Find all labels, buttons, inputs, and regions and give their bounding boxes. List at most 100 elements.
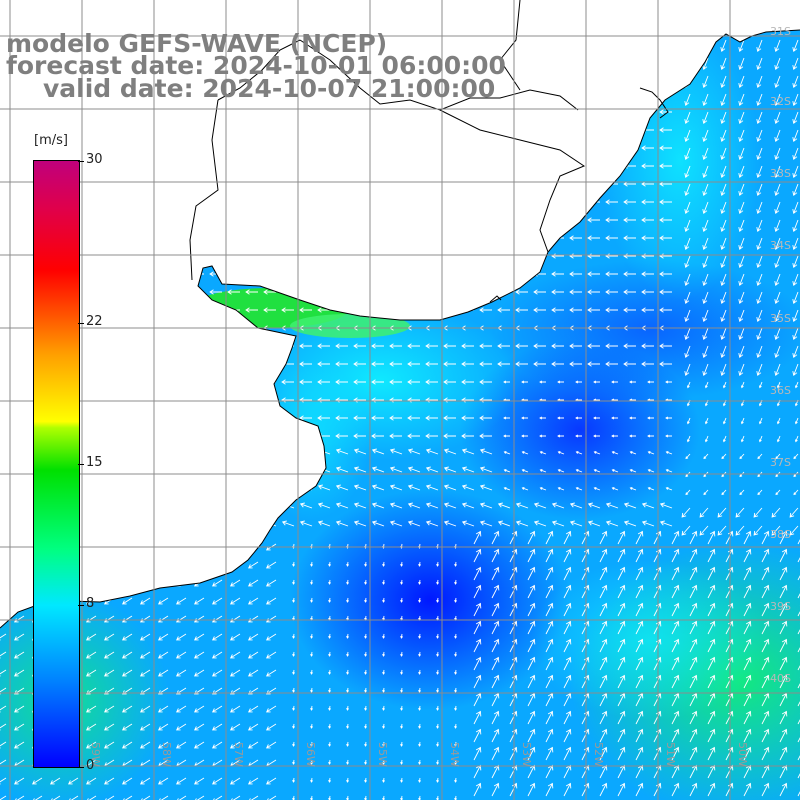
wind-arrow [623, 37, 636, 43]
wind-arrow [211, 597, 223, 605]
wind-arrow [686, 417, 691, 425]
wind-arrow [443, 289, 456, 295]
wind-arrow [292, 759, 296, 765]
wind-arrow [702, 309, 709, 322]
wind-arrow [436, 723, 440, 729]
wind-arrow [364, 633, 368, 639]
wind-arrow [173, 163, 186, 169]
wind-arrow [155, 127, 168, 133]
wind-arrow [364, 705, 368, 711]
wind-arrow [623, 127, 636, 133]
wind-arrow [101, 520, 115, 527]
wind-arrow [599, 620, 608, 635]
wind-arrow [521, 487, 529, 491]
wind-arrow [779, 710, 788, 725]
wind-arrow [479, 415, 492, 421]
wind-arrow [739, 453, 745, 460]
wind-arrow [479, 37, 492, 43]
wind-arrow [738, 345, 745, 358]
wind-arrow [756, 327, 763, 340]
wind-arrow [139, 723, 151, 731]
wind-arrow [776, 435, 781, 443]
wind-arrow [623, 343, 636, 349]
wind-arrow [738, 183, 745, 196]
wind-arrow [121, 651, 133, 659]
wind-arrow [743, 656, 752, 671]
wind-arrow [792, 93, 799, 106]
wind-arrow [83, 520, 97, 527]
wind-arrow [328, 777, 332, 783]
wind-arrow [317, 145, 330, 151]
wind-arrow [454, 741, 458, 747]
wind-arrow [191, 379, 204, 385]
wind-arrow [389, 217, 402, 223]
wind-arrow [756, 111, 763, 124]
wind-arrow [353, 379, 366, 385]
wind-arrow [83, 307, 96, 313]
wind-arrow [328, 561, 332, 567]
wind-arrow [533, 37, 546, 43]
wind-arrow [191, 253, 204, 259]
wind-arrow [684, 291, 691, 304]
wind-arrow [317, 217, 330, 223]
wind-arrow [533, 55, 546, 61]
wind-arrow [779, 656, 788, 671]
wind-arrow [443, 379, 456, 385]
wind-arrow [193, 741, 205, 749]
wind-arrow [11, 448, 25, 455]
wind-arrow [684, 147, 691, 160]
wind-arrow [545, 728, 554, 743]
wind-arrow [617, 602, 626, 617]
wind-arrow [551, 109, 564, 115]
wind-arrow [527, 548, 536, 563]
wind-arrow [281, 415, 294, 421]
wind-arrow [83, 127, 96, 133]
wind-arrow [641, 217, 654, 223]
wind-arrow [629, 434, 636, 438]
wind-arrow [689, 656, 698, 671]
wind-arrow [551, 73, 564, 79]
wind-arrow [792, 219, 799, 232]
wind-arrow [738, 39, 745, 52]
wind-arrow [623, 73, 636, 79]
wind-arrow [292, 651, 296, 657]
wind-arrow [292, 633, 296, 639]
wind-arrow [551, 37, 564, 43]
wind-arrow [0, 597, 7, 605]
wind-arrow [563, 530, 572, 545]
wind-arrow [689, 746, 698, 761]
wind-arrow [335, 127, 348, 133]
wind-arrow [317, 379, 330, 385]
wind-arrow [227, 109, 240, 115]
wind-arrow [281, 163, 294, 169]
wind-arrow [335, 484, 349, 491]
wind-arrow [229, 723, 241, 731]
wind-arrow [545, 710, 554, 725]
wind-arrow [346, 651, 350, 657]
wind-arrow [13, 669, 25, 677]
wind-arrow [659, 37, 672, 43]
wind-arrow [611, 416, 618, 420]
wind-arrow [659, 217, 672, 223]
wind-arrow [245, 271, 258, 277]
wind-arrow [103, 669, 115, 677]
wind-arrow [137, 379, 150, 385]
wind-arrow [473, 710, 482, 725]
wind-arrow [779, 602, 788, 617]
wind-arrow [137, 289, 150, 295]
wind-arrow [605, 199, 618, 205]
wind-arrow [389, 433, 402, 439]
wind-arrow [684, 39, 691, 52]
wind-arrow [0, 217, 6, 223]
wind-arrow [461, 379, 474, 385]
wind-arrow [247, 561, 259, 569]
wind-arrow [659, 73, 672, 79]
wind-arrow [461, 253, 474, 259]
wind-arrow [418, 561, 422, 567]
wind-arrow [436, 669, 440, 675]
wind-arrow [756, 309, 763, 322]
wind-arrow [738, 327, 745, 340]
wind-arrow [346, 597, 350, 603]
longitude-label: 57W [232, 742, 245, 767]
wind-arrow [635, 548, 644, 563]
